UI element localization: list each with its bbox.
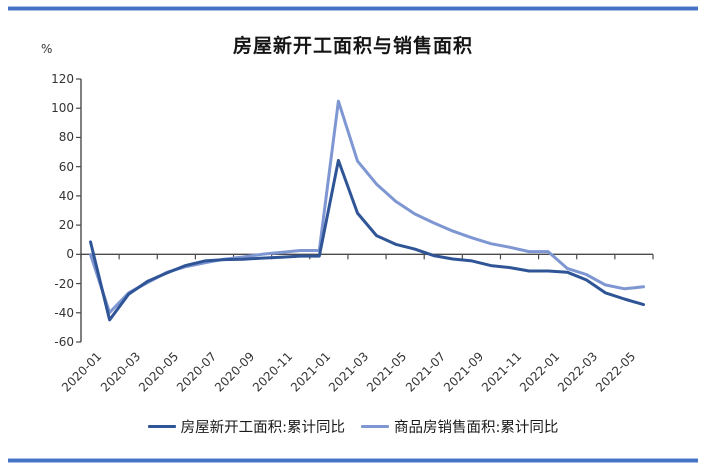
legend-label: 房屋新开工面积:累计同比: [180, 420, 345, 436]
series-line: [89, 158, 645, 322]
y-axis-unit-label: %: [41, 42, 53, 56]
y-tick-label: 100: [51, 101, 74, 116]
y-tick-label: -40: [54, 305, 74, 320]
y-tick-label: -20: [54, 276, 74, 291]
y-tick-label: 120: [51, 72, 74, 86]
legend-item-new-starts: 房屋新开工面积:累计同比: [147, 416, 345, 437]
chart-legend: 房屋新开工面积:累计同比 商品房销售面积:累计同比: [0, 416, 706, 437]
y-tick-label: -60: [54, 335, 74, 349]
top-divider: [8, 6, 698, 11]
y-tick-label: 40: [58, 188, 74, 203]
y-tick-label: 20: [58, 218, 74, 233]
y-tick-label: 60: [58, 159, 74, 174]
y-tick-label: 80: [58, 130, 74, 145]
chart-title: 房屋新开工面积与销售面积: [232, 35, 473, 57]
legend-item-sales: 商品房销售面积:累计同比: [361, 416, 558, 437]
bottom-divider: [8, 458, 698, 463]
legend-label: 商品房销售面积:累计同比: [394, 420, 559, 436]
series-line: [89, 99, 645, 315]
y-tick-label: 0: [66, 247, 74, 262]
legend-line-swatch-light: [361, 425, 389, 428]
legend-line-swatch-dark: [147, 425, 176, 428]
